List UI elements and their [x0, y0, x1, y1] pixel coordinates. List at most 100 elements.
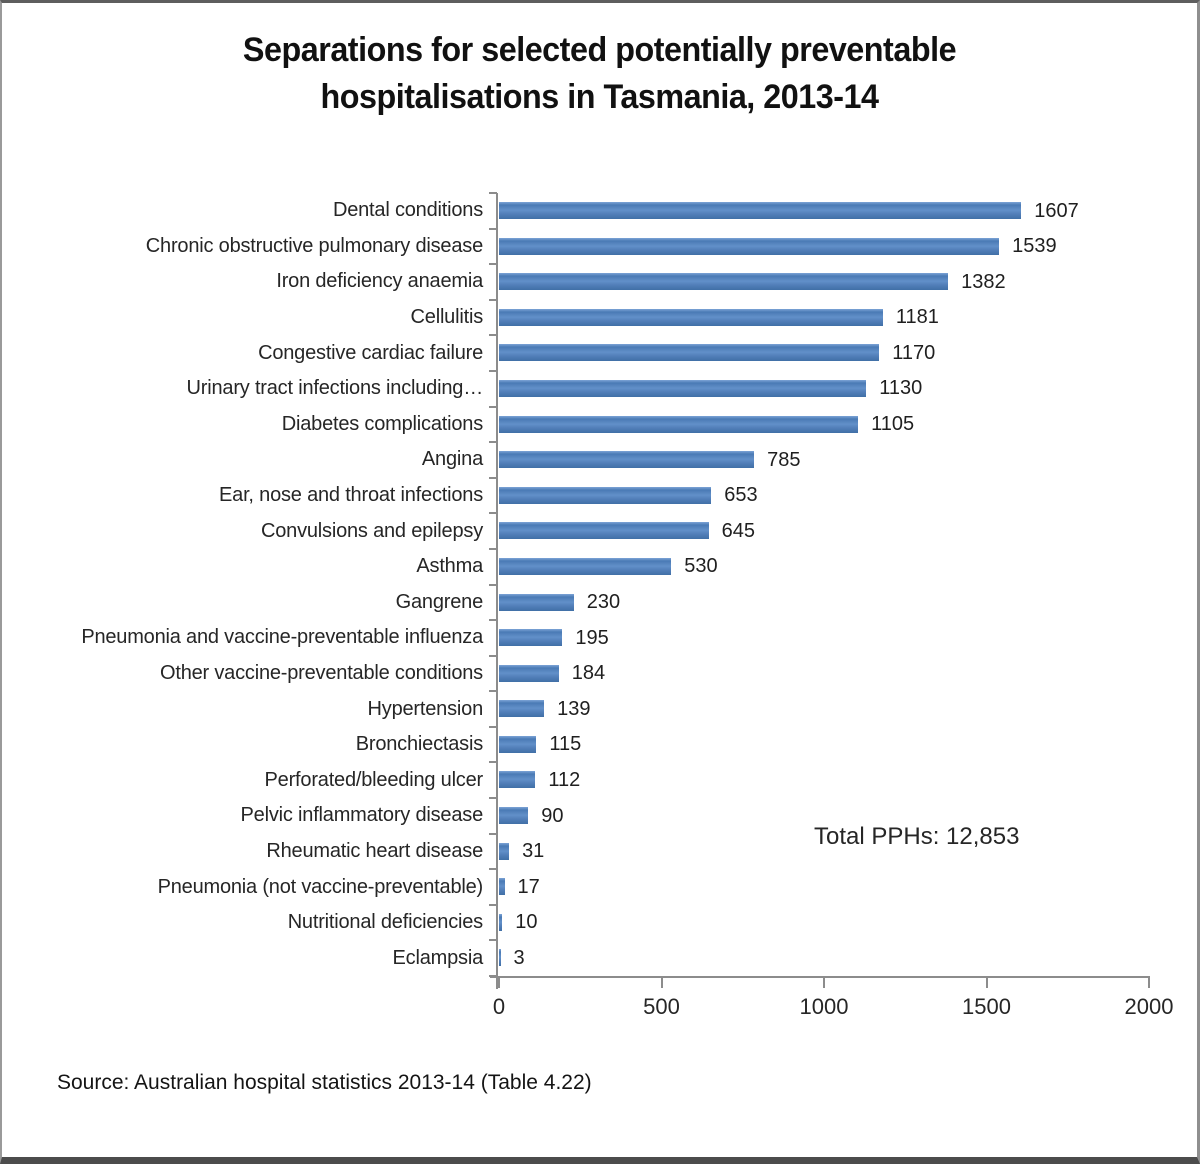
value-label: 1170 [892, 341, 936, 364]
y-axis-tick [489, 263, 497, 266]
x-axis-tick [498, 976, 500, 988]
value-label: 1130 [879, 377, 923, 400]
category-label: Other vaccine-preventable conditions [160, 661, 483, 684]
category-label: Hypertension [367, 697, 484, 720]
x-axis-tick [660, 976, 663, 988]
y-axis-tick [489, 298, 497, 301]
bar [499, 664, 559, 682]
y-axis-tick [489, 797, 497, 800]
category-label: Congestive cardiac failure [258, 341, 483, 364]
category-label: Pneumonia and vaccine-preventable influe… [81, 626, 483, 649]
bar [499, 771, 536, 789]
y-axis-tick [489, 476, 497, 479]
bar [499, 949, 501, 967]
x-tick-label: 1000 [799, 994, 849, 1019]
category-label: Pelvic inflammatory disease [240, 804, 484, 827]
value-label: 17 [517, 875, 540, 898]
value-label: 1181 [895, 306, 939, 329]
plot-area: 1607 1539 1382 1181 1170 1130 1105 785 653 645 530… [499, 193, 1149, 976]
category-label: Eclampsia [392, 946, 484, 969]
value-label: 785 [767, 448, 801, 471]
value-label: 530 [684, 555, 718, 578]
bar [499, 273, 949, 291]
category-label: Pneumonia (not vaccine-preventable) [157, 875, 484, 898]
y-axis-tick [489, 512, 497, 515]
bar [499, 202, 1022, 219]
category-axis-labels: Dental conditions Chronic obstructive pul… [2, 193, 483, 976]
chart-title-line-2: hospitalisations in Tasmania, 2013-14 [320, 78, 879, 116]
category-label: Dental conditions [332, 199, 483, 222]
value-label: 139 [557, 697, 591, 720]
category-label: Chronic obstructive pulmonary disease [145, 234, 483, 257]
category-label: Cellulitis [410, 306, 484, 329]
x-tick-label: 2000 [1124, 994, 1174, 1019]
category-label: Convulsions and epilepsy [260, 519, 483, 542]
chart-title-line-1: Separations for selected potentially pre… [242, 31, 957, 69]
value-label: 1105 [871, 413, 915, 436]
category-label: Angina [421, 448, 483, 471]
y-axis-tick [489, 192, 497, 194]
category-label: Ear, nose and throat infections [219, 484, 483, 506]
y-axis-tick [489, 441, 497, 444]
category-label: Gangrene [395, 590, 484, 613]
x-axis-line [490, 976, 1150, 978]
value-label: 1539 [1012, 235, 1057, 258]
bar [499, 344, 880, 362]
category-label: Perforated/bleeding ulcer [264, 768, 484, 791]
bar [499, 807, 529, 825]
value-label: 1382 [961, 270, 1006, 293]
value-label: 112 [548, 768, 581, 791]
y-axis-tick [489, 369, 497, 372]
y-axis-tick [489, 832, 497, 835]
y-axis-tick [489, 334, 497, 337]
y-axis-tick [489, 654, 497, 657]
x-tick-label: 500 [643, 994, 680, 1019]
value-label: 3 [513, 946, 525, 969]
bar [499, 593, 574, 611]
value-label: 230 [586, 591, 621, 613]
bar [499, 735, 537, 753]
value-label: 115 [549, 733, 582, 756]
x-axis-tick [1148, 976, 1150, 988]
y-axis-tick [489, 690, 497, 693]
bar [499, 308, 883, 326]
category-label: Urinary tract infections including… [186, 377, 484, 400]
y-axis-tick [489, 227, 497, 230]
y-axis-tick [489, 619, 497, 622]
category-label: Iron deficiency anaemia [276, 270, 483, 293]
bar [499, 700, 545, 718]
category-label: Asthma [416, 555, 483, 578]
chart-title: Separations for selected potentially pre… [32, 27, 1167, 121]
bar [499, 522, 709, 540]
value-label: 10 [515, 911, 538, 934]
y-axis-tick [489, 761, 497, 764]
x-axis-tick [823, 976, 825, 988]
bar [499, 237, 1000, 255]
y-axis-tick [489, 583, 497, 586]
source-note: Source: Australian hospital statistics 2… [57, 1071, 592, 1094]
y-axis-tick [489, 975, 497, 977]
bar [499, 415, 859, 433]
value-label: 653 [724, 484, 758, 507]
bar [499, 486, 712, 504]
y-axis-tick [489, 547, 497, 550]
value-label: 195 [575, 626, 609, 649]
y-axis-tick [489, 405, 497, 408]
x-axis-tick [985, 976, 988, 988]
value-label: 31 [522, 840, 545, 863]
y-axis-tick [489, 939, 497, 942]
value-label: 645 [721, 519, 755, 542]
bar [499, 629, 563, 647]
bar [499, 913, 503, 931]
bar [499, 379, 867, 397]
value-label: 1607 [1034, 199, 1079, 222]
bar [499, 842, 510, 860]
y-axis-tick [489, 725, 497, 728]
bar [499, 557, 672, 575]
value-label: 184 [571, 662, 606, 685]
y-axis-line [496, 193, 498, 989]
category-label: Rheumatic heart disease [266, 839, 483, 862]
total-annotation: Total PPHs: 12,853 [814, 823, 1020, 850]
bar [499, 451, 755, 469]
